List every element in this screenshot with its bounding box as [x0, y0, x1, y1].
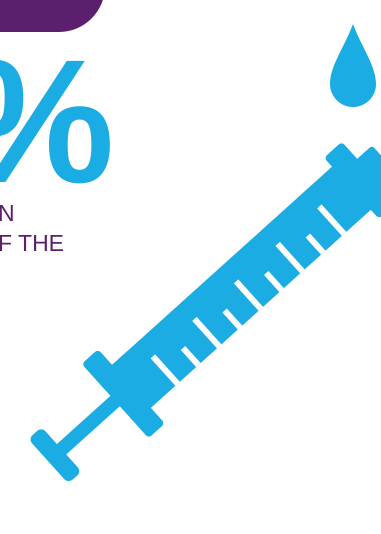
percent-figure: % [0, 34, 114, 210]
water-drop-icon [330, 24, 376, 107]
caption-line-1: N [0, 200, 15, 226]
syringe-icon [30, 111, 381, 482]
caption-line-2: F THE [0, 230, 65, 256]
